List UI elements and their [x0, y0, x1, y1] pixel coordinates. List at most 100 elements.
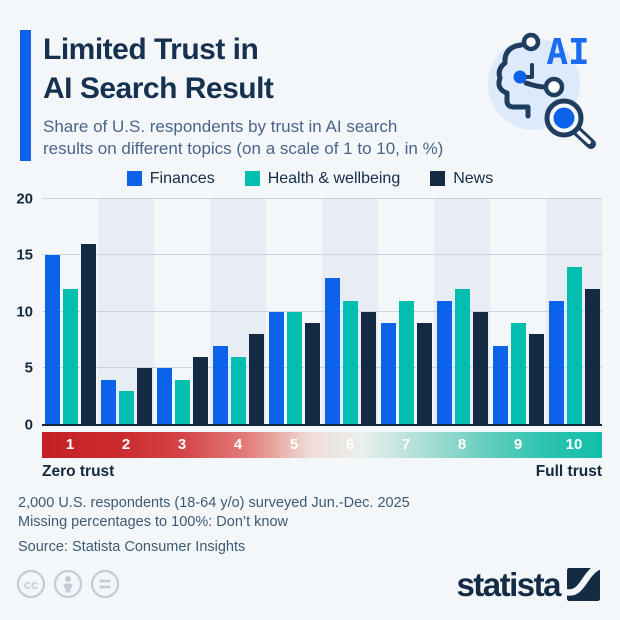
ai-label: AI: [546, 32, 589, 73]
category-band-8: [434, 198, 490, 425]
category-band-4: [210, 198, 266, 425]
bar-finances-10: [548, 300, 564, 425]
ai-search-icon: AI: [482, 26, 606, 150]
x-tick-label-7: 7: [401, 436, 411, 454]
bar-news-4: [248, 334, 264, 425]
category-band-7: [378, 198, 434, 425]
bar-health-wellbeing-1: [62, 289, 78, 425]
bar-news-6: [360, 311, 376, 425]
y-tick-label: 10: [16, 303, 33, 321]
bar-finances-8: [436, 300, 452, 425]
title-block: Limited Trust in AI Search Result Share …: [43, 30, 443, 161]
legend-swatch: [244, 171, 260, 187]
bar-finances-6: [324, 277, 340, 425]
bar-health-wellbeing-10: [566, 266, 582, 425]
x-axis-end-labels: Zero trust Full trust: [42, 463, 602, 481]
bar-finances-2: [100, 379, 116, 425]
full-trust-label: Full trust: [535, 462, 602, 480]
plot-area: [42, 197, 602, 426]
bar-health-wellbeing-2: [118, 390, 134, 425]
gridline-20: [42, 197, 602, 199]
x-axis-baseline: [42, 423, 602, 426]
legend-label: News: [453, 169, 494, 187]
bar-health-wellbeing-7: [398, 300, 414, 425]
license-icons: cc: [16, 569, 120, 599]
statista-logo-mark: [567, 567, 600, 601]
bar-finances-5: [268, 311, 284, 425]
legend: Finances Health & wellbeing News: [0, 169, 620, 189]
gridline-15: [42, 254, 602, 256]
subtitle-line2: results on different topics (on a scale …: [43, 139, 444, 159]
x-tick-label-2: 2: [121, 436, 131, 454]
bar-finances-3: [156, 368, 172, 425]
x-tick-label-1: 1: [65, 436, 75, 454]
bar-news-2: [136, 368, 152, 425]
bar-health-wellbeing-3: [174, 379, 190, 425]
x-tick-label-6: 6: [345, 436, 355, 454]
svg-text:cc: cc: [24, 577, 38, 592]
bar-finances-7: [380, 323, 396, 425]
y-tick-label: 5: [24, 359, 33, 377]
bar-health-wellbeing-5: [286, 311, 302, 425]
equals-icon[interactable]: [90, 569, 120, 599]
bar-news-3: [192, 357, 208, 425]
subtitle-line1: Share of U.S. respondents by trust in AI…: [43, 117, 398, 136]
bar-news-1: [80, 244, 96, 425]
x-tick-label-9: 9: [513, 436, 523, 454]
bar-chart: 0 5 10 15 20: [0, 191, 602, 432]
legend-item-finances: Finances: [126, 169, 215, 188]
statista-logo[interactable]: statista: [456, 567, 600, 601]
y-tick-label: 15: [16, 246, 33, 264]
x-axis-gradient-bar: 1 2 3 4 5 6 7 8 9 10: [42, 431, 602, 458]
legend-item-news: News: [430, 170, 493, 188]
category-band-10: [546, 198, 602, 425]
bar-news-10: [584, 289, 600, 425]
survey-note: 2,000 U.S. respondents (18-64 y/o) surve…: [18, 494, 410, 511]
y-axis: 0 5 10 15 20: [0, 191, 42, 432]
bar-health-wellbeing-4: [230, 357, 246, 425]
legend-swatch: [126, 171, 142, 187]
x-tick-label-5: 5: [289, 436, 299, 454]
cc-license-icon[interactable]: cc: [16, 569, 46, 599]
bar-news-9: [528, 334, 544, 425]
page-title-line1: Limited Trust in: [43, 33, 259, 66]
gridline-5: [42, 367, 602, 369]
attribution-person-icon[interactable]: [53, 569, 83, 599]
bar-news-5: [304, 323, 320, 425]
legend-label: Finances: [149, 169, 215, 187]
bar-finances-9: [492, 345, 508, 425]
circuit-path: [496, 41, 531, 119]
page-subtitle: Share of U.S. respondents by trust in AI…: [43, 116, 443, 161]
bar-health-wellbeing-8: [454, 289, 470, 425]
page-title-line2: AI Search Result: [43, 72, 274, 105]
circuit-node-filled: [513, 70, 527, 84]
magnifier-lens-fill: [553, 107, 575, 129]
source-note: Source: Statista Consumer Insights: [18, 538, 246, 555]
legend-item-health-wellbeing: Health & wellbeing: [244, 169, 401, 188]
y-tick-label: 0: [24, 416, 33, 434]
x-tick-label-10: 10: [565, 436, 583, 454]
header: Limited Trust in AI Search Result Share …: [0, 30, 620, 161]
legend-swatch: [430, 171, 446, 187]
y-tick-label: 20: [16, 190, 33, 208]
title-accent-bar: [20, 30, 31, 161]
category-band-3: [154, 198, 210, 425]
bar-finances-4: [212, 345, 228, 425]
bar-health-wellbeing-6: [342, 300, 358, 425]
x-tick-label-4: 4: [233, 436, 243, 454]
bar-news-7: [416, 323, 432, 425]
x-tick-label-3: 3: [177, 436, 187, 454]
circuit-node-right: [543, 76, 565, 98]
bar-news-8: [472, 311, 488, 425]
bar-finances-1: [44, 255, 60, 425]
bar-health-wellbeing-9: [510, 323, 526, 425]
legend-label: Health & wellbeing: [267, 169, 401, 187]
missing-percentages-note: Missing percentages to 100%: Don’t know: [18, 513, 289, 530]
category-band-9: [490, 198, 546, 425]
category-band-6: [322, 198, 378, 425]
footnotes: 2,000 U.S. respondents (18-64 y/o) surve…: [18, 494, 602, 555]
zero-trust-label: Zero trust: [42, 462, 115, 480]
magnifier-handle: [574, 128, 591, 144]
x-tick-label-8: 8: [457, 436, 467, 454]
